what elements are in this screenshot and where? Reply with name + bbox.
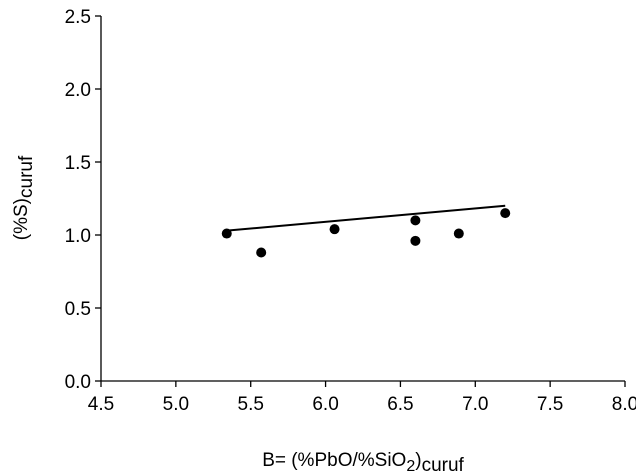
- x-axis-title-prefix: B= (%PbO/%SiO: [262, 450, 406, 471]
- y-tick-label: 2.0: [65, 80, 91, 101]
- x-tick-label: 4.5: [88, 394, 114, 415]
- trendline: [226, 204, 506, 232]
- data-point: [256, 247, 267, 258]
- y-tick-label: 1.5: [65, 153, 91, 174]
- y-tick-label: 0.0: [65, 372, 91, 393]
- x-tick-label: 6.5: [387, 394, 413, 415]
- trendline-group: [226, 204, 506, 232]
- x-axis-title: B= (%PbO/%SiO2)curuf: [262, 450, 464, 475]
- y-tick-label: 1.0: [65, 226, 91, 247]
- x-tick-label: 6.0: [312, 394, 338, 415]
- y-tick-label: 0.5: [65, 299, 91, 320]
- data-point: [221, 228, 232, 239]
- x-tick-label: 5.0: [163, 394, 189, 415]
- y-tick-label: 2.5: [65, 7, 91, 28]
- data-point: [410, 215, 421, 226]
- x-tick-label: 7.0: [462, 394, 488, 415]
- x-tick-label: 8.0: [612, 394, 636, 415]
- x-axis-title-subscript-2: 2: [406, 458, 415, 475]
- y-axis-title: (%S)curuf: [11, 155, 37, 240]
- data-point: [500, 208, 511, 219]
- y-axis-title-main: (%S): [11, 198, 32, 240]
- data-point: [410, 235, 421, 246]
- data-point: [453, 228, 464, 239]
- y-ticks: 0.0 0.5 1.0 1.5 2.0 2.5: [65, 7, 101, 393]
- data-points: [221, 208, 511, 258]
- y-axis-title-subscript: curuf: [16, 155, 37, 198]
- x-tick-label: 7.5: [537, 394, 563, 415]
- plot-area: 4.5 5.0 5.5 6.0 6.5 7.0 7.5 8.0 0.0 0.5 1.0 1.5 2.0…: [65, 7, 636, 415]
- x-tick-label: 5.5: [238, 394, 264, 415]
- x-axis-title-suffix: ): [415, 450, 421, 471]
- data-point: [329, 224, 340, 235]
- x-axis-title-subscript: curuf: [422, 455, 465, 475]
- x-ticks: 4.5 5.0 5.5 6.0 6.5 7.0 7.5 8.0: [88, 381, 636, 415]
